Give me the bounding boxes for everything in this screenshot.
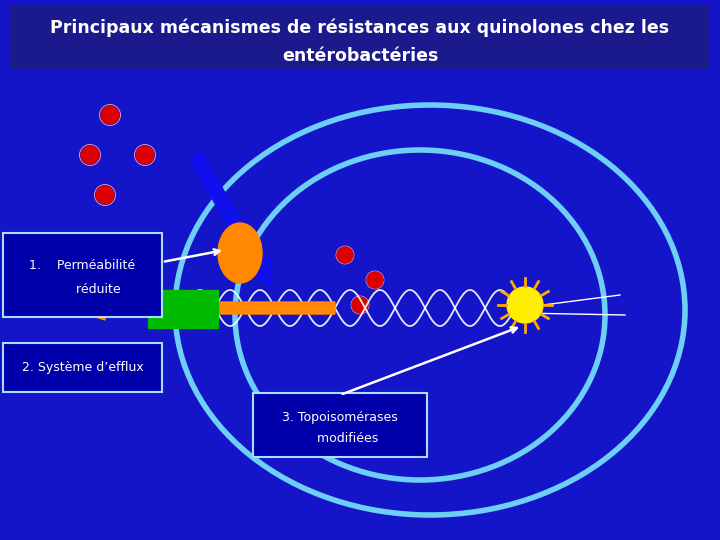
FancyBboxPatch shape	[3, 343, 162, 392]
Circle shape	[337, 247, 353, 263]
Circle shape	[96, 186, 114, 204]
Ellipse shape	[218, 223, 262, 283]
Text: entérobactéries: entérobactéries	[282, 47, 438, 65]
Text: modifiées: modifiées	[302, 431, 379, 445]
Circle shape	[352, 297, 368, 313]
Text: 2. Système d’efflux: 2. Système d’efflux	[22, 361, 143, 374]
Circle shape	[507, 287, 543, 323]
FancyArrow shape	[67, 296, 335, 320]
Circle shape	[81, 146, 99, 164]
FancyBboxPatch shape	[253, 393, 427, 457]
FancyBboxPatch shape	[10, 5, 710, 70]
FancyBboxPatch shape	[148, 290, 218, 328]
FancyArrow shape	[189, 152, 271, 287]
Text: 3. Topoisomérases: 3. Topoisomérases	[282, 411, 398, 424]
Circle shape	[136, 146, 154, 164]
Circle shape	[101, 106, 119, 124]
FancyBboxPatch shape	[3, 233, 162, 317]
Text: réduite: réduite	[44, 283, 121, 296]
Text: 1.    Perméabilité: 1. Perméabilité	[30, 259, 135, 272]
Text: Principaux mécanismes de résistances aux quinolones chez les: Principaux mécanismes de résistances aux…	[50, 19, 670, 37]
Circle shape	[367, 272, 383, 288]
